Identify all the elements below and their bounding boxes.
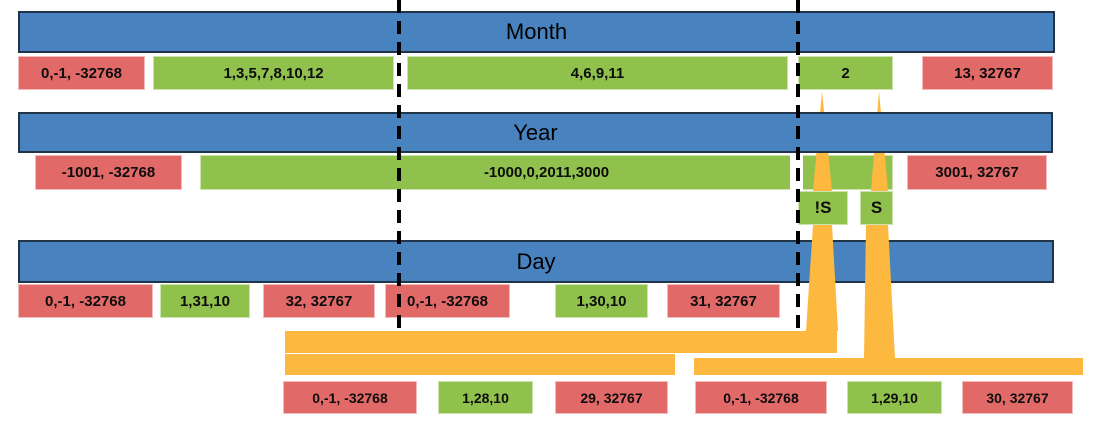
month-partition-31day-months: 1,3,5,7,8,10,12	[153, 56, 394, 90]
day31-partition-invalid-high: 32, 32767	[263, 284, 375, 318]
feb29-partition-valid: 1,29,10	[847, 381, 942, 414]
leap-band	[694, 358, 1083, 375]
day30-partition-invalid-low: 0,-1, -32768	[385, 284, 510, 318]
section-divider-right	[796, 0, 800, 330]
feb28-partition-invalid-low: 0,-1, -32768	[283, 381, 417, 414]
section-divider-left	[397, 0, 401, 330]
feb28-partition-invalid-high: 29, 32767	[555, 381, 668, 414]
year-partition-invalid-high: 3001, 32767	[907, 155, 1047, 190]
year-partition-valid: -1000,0,2011,3000	[200, 155, 893, 190]
day30-partition-invalid-high: 31, 32767	[667, 284, 780, 318]
feb29-partition-invalid-low: 0,-1, -32768	[695, 381, 827, 414]
day31-partition-valid: 1,31,10	[160, 284, 250, 318]
feb29-partition-invalid-high: 30, 32767	[962, 381, 1073, 414]
month-bar: Month	[18, 11, 1055, 53]
leap-flag: S	[860, 191, 893, 225]
year-partition-invalid-low: -1001, -32768	[35, 155, 182, 190]
nonleap-funnel	[806, 225, 838, 331]
year-bar: Year	[18, 112, 1053, 153]
month-partition-february: 2	[798, 56, 893, 90]
nonleap-band-lower	[285, 354, 675, 375]
month-partition-invalid-high: 13, 32767	[922, 56, 1053, 90]
feb28-partition-valid: 1,28,10	[438, 381, 533, 414]
month-partition-invalid-low: 0,-1, -32768	[18, 56, 145, 90]
leap-funnel	[864, 225, 895, 358]
nonleap-flag: !S	[798, 191, 848, 225]
day30-partition-valid: 1,30,10	[555, 284, 648, 318]
month-partition-30day-months: 4,6,9,11	[407, 56, 788, 90]
nonleap-band-upper	[285, 331, 837, 353]
day31-partition-invalid-low: 0,-1, -32768	[18, 284, 153, 318]
